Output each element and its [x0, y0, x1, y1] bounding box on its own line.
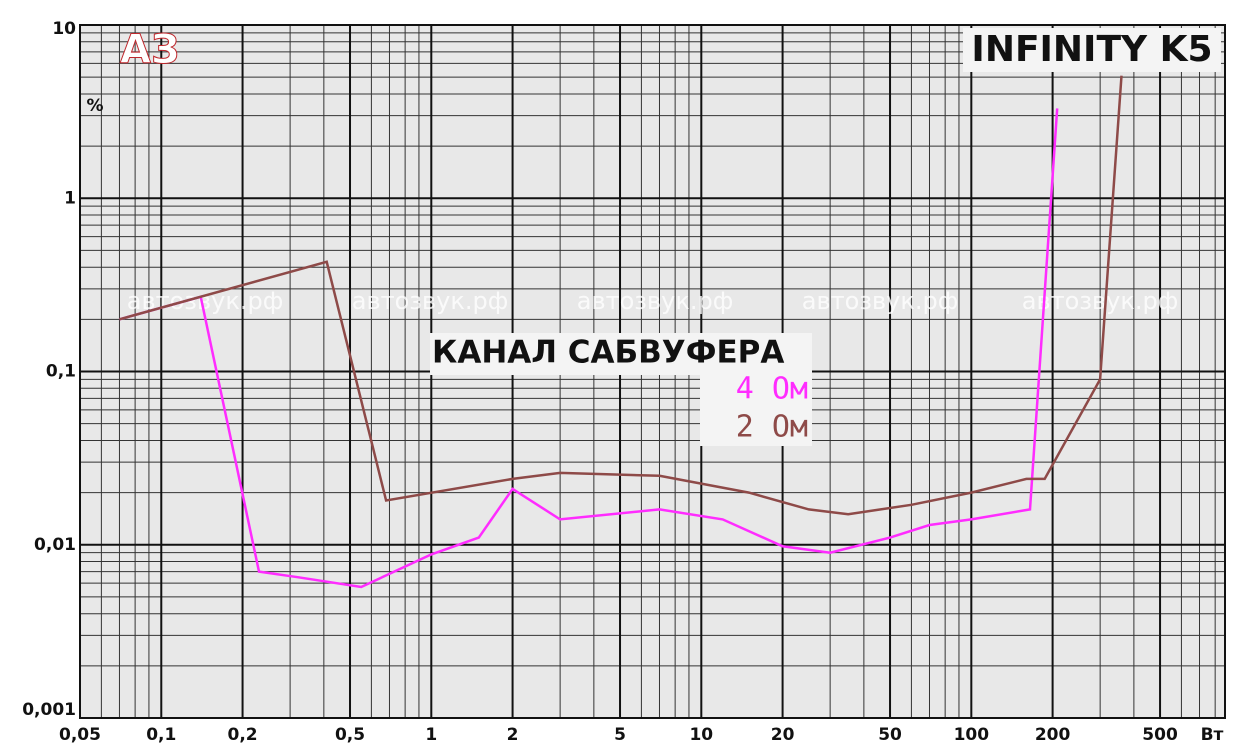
x-tick-label: 500	[1142, 725, 1178, 745]
plot-border	[79, 24, 1226, 719]
watermark: автозвук.рф	[352, 287, 509, 315]
subtitle-box	[430, 333, 812, 375]
x-tick-label: 10	[689, 725, 713, 745]
legend-label: 4 Ом	[736, 372, 808, 407]
x-tick-label: 2	[507, 725, 519, 745]
watermark: автозвук.рф	[802, 287, 959, 315]
series-line	[119, 75, 1123, 516]
x-tick-label: 0,2	[228, 725, 258, 745]
watermark: автозвук.рф	[577, 287, 734, 315]
x-tick-label: 200	[1035, 725, 1071, 745]
x-tick-label: 100	[954, 725, 990, 745]
legend-label: 2 Ом	[736, 410, 808, 445]
logo: АЗ	[120, 27, 179, 73]
y-tick-label: 10	[52, 19, 76, 39]
x-tick-label: 1	[425, 725, 437, 745]
y-tick-label: 0,01	[34, 535, 76, 555]
x-axis-label: Вт	[1201, 725, 1224, 745]
y-axis-label: %	[86, 96, 103, 116]
legend-box	[700, 370, 812, 446]
watermark: автозвук.рф	[1022, 287, 1179, 315]
title-box	[963, 28, 1221, 72]
chart-title: INFINITY K5	[971, 29, 1212, 70]
x-tick-label: 50	[878, 725, 902, 745]
x-tick-label: 0,05	[59, 725, 101, 745]
y-tick-label: 0,001	[22, 700, 76, 720]
x-tick-label: 0,1	[146, 725, 176, 745]
x-tick-label: 5	[614, 725, 626, 745]
x-tick-label: 20	[771, 725, 795, 745]
series-line	[119, 108, 1059, 589]
y-tick-label: 0,1	[46, 362, 76, 382]
y-tick-label: 1	[64, 188, 76, 208]
subtitle: КАНАЛ САБВУФЕРА	[432, 335, 784, 371]
x-tick-label: 0,5	[335, 725, 365, 745]
